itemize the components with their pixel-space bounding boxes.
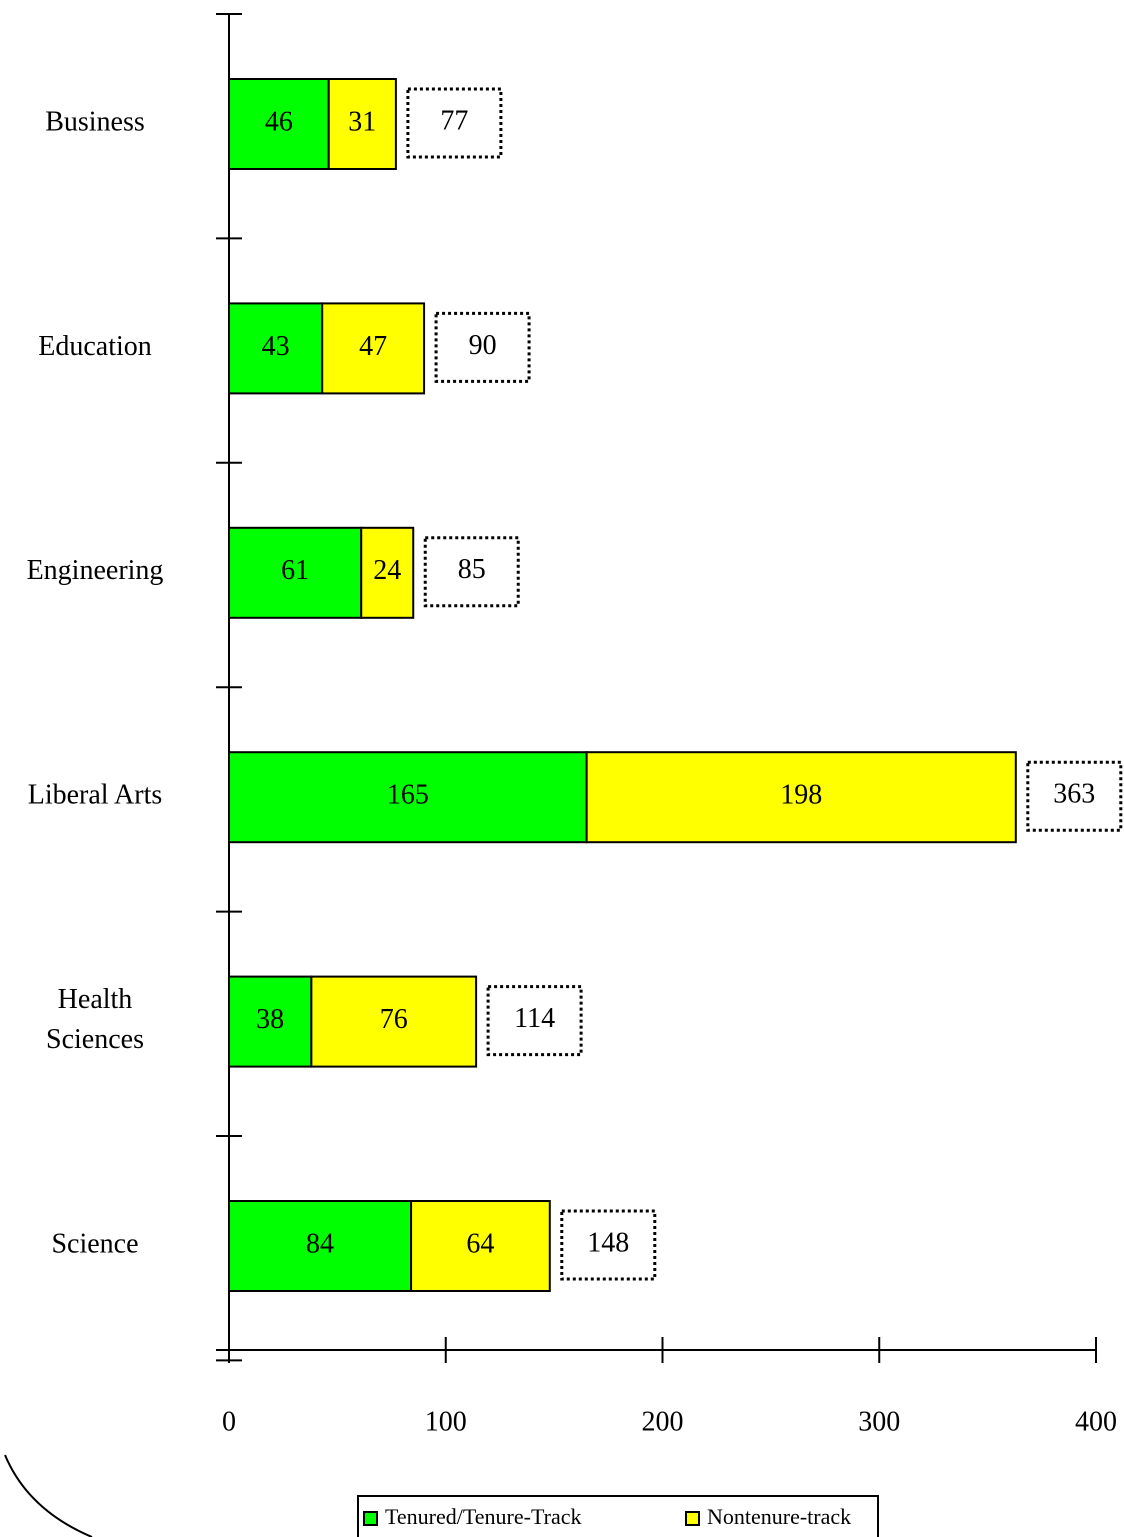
- bar-label-nontenure: 31: [348, 106, 376, 137]
- bar-tenured: [228, 751, 588, 844]
- legend-label-tenured: Tenured/Tenure-Track: [385, 1504, 581, 1529]
- bar-label-nontenure: 47: [359, 331, 387, 362]
- axes-layer: Business Education Engineering Liberal Arts…: [27, 13, 1117, 1437]
- total-box: [406, 87, 503, 159]
- bar-nontenure: [410, 1200, 551, 1292]
- x-tick-label: 200: [642, 1406, 684, 1437]
- category-label: Health: [58, 984, 133, 1015]
- totals-layer: 77 90 85 363 114 148: [406, 87, 1123, 1281]
- total-box: [423, 536, 520, 608]
- bars-layer: 46 31 43 47 61 24 165 198 38 76 84 64: [228, 78, 1017, 1292]
- bar-nontenure: [327, 78, 397, 170]
- x-tick-label: 100: [425, 1406, 467, 1437]
- category-label: Sciences: [46, 1024, 144, 1055]
- total-label: 77: [440, 105, 468, 136]
- total-label: 363: [1053, 779, 1095, 810]
- decorative-arc: [4, 1454, 93, 1537]
- bar-nontenure: [321, 302, 426, 395]
- bar-label-tenured: 43: [262, 331, 290, 362]
- bar-nontenure: [310, 975, 478, 1068]
- legend-swatch-nontenure: [685, 1511, 700, 1526]
- bar-label-tenured: 84: [306, 1228, 334, 1259]
- bar-label-nontenure: 64: [466, 1228, 494, 1259]
- total-box: [434, 311, 531, 383]
- bar-label-nontenure: 76: [380, 1004, 408, 1035]
- x-tick-label: 400: [1075, 1406, 1117, 1437]
- category-label: Business: [45, 106, 145, 137]
- bar-tenured: [228, 302, 324, 395]
- legend: Tenured/Tenure-Track Nontenure-track: [357, 1495, 879, 1537]
- bar-label-nontenure: 198: [780, 780, 822, 811]
- bar-label-tenured: 46: [265, 106, 293, 137]
- category-label: Liberal Arts: [28, 780, 163, 811]
- legend-box: [357, 1495, 879, 1537]
- total-box: [486, 985, 583, 1057]
- total-label: 148: [587, 1227, 629, 1258]
- bar-tenured: [228, 78, 330, 170]
- category-label: Engineering: [27, 555, 164, 586]
- bar-label-tenured: 38: [256, 1004, 284, 1035]
- legend-swatch-tenured: [363, 1511, 378, 1526]
- category-label: Education: [38, 331, 152, 362]
- bar-tenured: [228, 526, 363, 619]
- total-label: 114: [514, 1003, 555, 1034]
- x-tick-label: 0: [222, 1406, 236, 1437]
- total-box: [560, 1209, 657, 1281]
- category-label: Science: [51, 1228, 138, 1259]
- total-label: 85: [458, 554, 486, 585]
- bar-label-nontenure: 24: [373, 555, 401, 586]
- total-label: 90: [469, 330, 497, 361]
- total-box: [1026, 760, 1123, 832]
- bar-nontenure: [360, 526, 415, 619]
- bar-label-tenured: 165: [387, 780, 429, 811]
- x-tick-label: 300: [858, 1406, 900, 1437]
- bar-nontenure: [585, 751, 1017, 844]
- legend-label-nontenure: Nontenure-track: [707, 1504, 851, 1529]
- bar-label-tenured: 61: [281, 555, 309, 586]
